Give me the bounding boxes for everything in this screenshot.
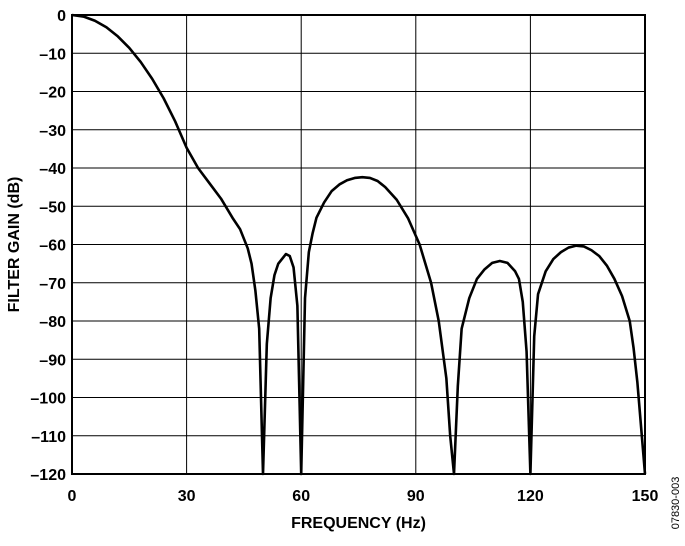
- y-tick-label: –10: [39, 46, 66, 63]
- y-tick-label: –50: [39, 199, 66, 216]
- x-tick-label: 30: [178, 488, 196, 505]
- x-tick-label: 150: [632, 488, 659, 505]
- figure-code: 07830-003: [670, 477, 682, 530]
- y-tick-labels: 0 –10 –20 –30 –40 –50 –60 –70 –80 –90 –100 –110 –120: [30, 8, 66, 484]
- series-line: [71, 13, 647, 476]
- x-tick-label: 0: [68, 488, 77, 505]
- y-axis-title: FILTER GAIN (dB): [6, 177, 23, 313]
- y-tick-label: –30: [39, 123, 66, 140]
- y-tick-label: –90: [39, 352, 66, 369]
- x-tick-label: 60: [292, 488, 310, 505]
- y-tick-label: –60: [39, 238, 66, 255]
- plot-frame: [71, 14, 646, 475]
- x-tick-label: 90: [407, 488, 425, 505]
- x-tick-labels: 0 30 60 90 120 150: [68, 488, 659, 505]
- y-tick-label: –120: [30, 467, 66, 484]
- grid-lines: [72, 15, 645, 474]
- y-tick-label: –80: [39, 314, 66, 331]
- y-tick-label: –110: [31, 429, 66, 446]
- y-tick-label: –40: [39, 161, 66, 178]
- y-tick-label: –20: [39, 85, 66, 102]
- x-tick-label: 120: [517, 488, 544, 505]
- x-axis-title: FREQUENCY (Hz): [291, 515, 426, 532]
- y-tick-label: –70: [39, 276, 66, 293]
- y-tick-label: –100: [30, 391, 66, 408]
- y-tick-label: 0: [57, 8, 66, 25]
- curve-layer: [71, 13, 647, 476]
